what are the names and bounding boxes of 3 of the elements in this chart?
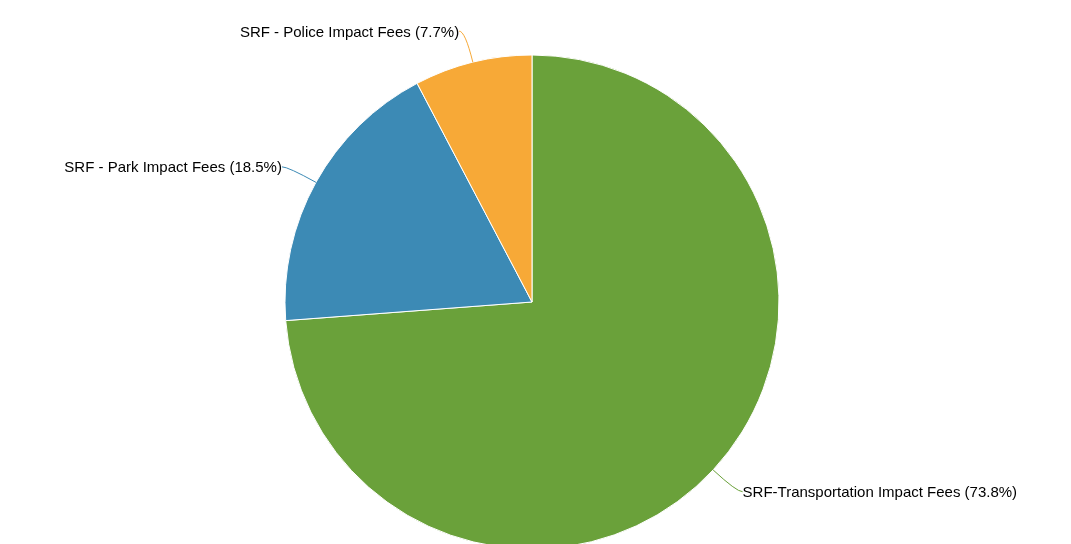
slice-label: SRF-Transportation Impact Fees (73.8%): [742, 483, 1018, 501]
slice-label: SRF - Park Impact Fees (18.5%): [64, 158, 282, 176]
slice-label: SRF - Police Impact Fees (7.7%): [239, 22, 460, 40]
